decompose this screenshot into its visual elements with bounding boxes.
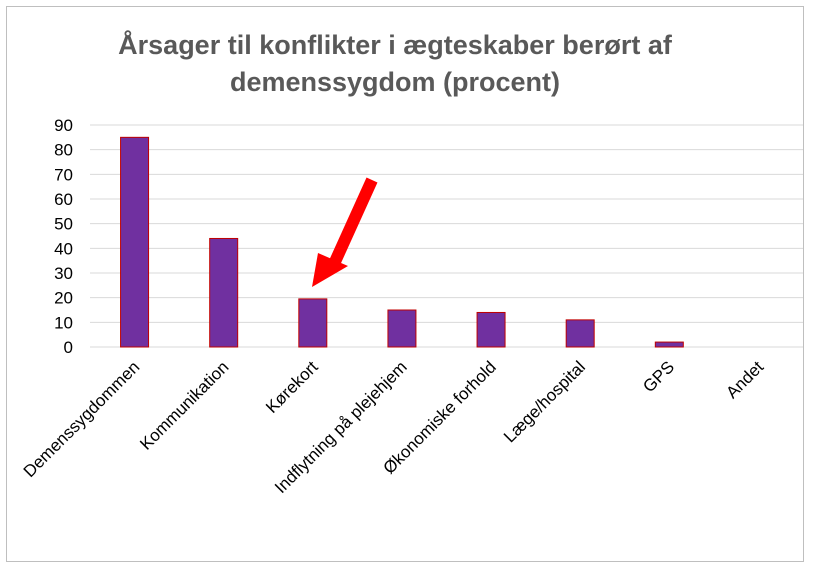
y-tick-label: 90	[54, 116, 73, 135]
bar	[654, 341, 684, 348]
x-category-label: Kørekort	[262, 357, 322, 417]
chart-title: Årsager til konflikter i ægteskaber berø…	[118, 29, 673, 97]
arrow-head	[312, 253, 348, 287]
x-category-label: Kommunikation	[136, 357, 232, 453]
x-category-label: Læge/hospital	[500, 357, 589, 446]
annotation-arrow	[312, 177, 378, 287]
bar	[298, 298, 328, 348]
gridlines	[90, 124, 803, 348]
bar	[120, 136, 150, 348]
bar	[387, 309, 417, 348]
y-axis-ticks: 0 10 20 30 40 50 60 70 80 90	[54, 116, 73, 357]
bar	[565, 319, 595, 348]
y-tick-label: 80	[54, 141, 73, 160]
y-tick-label: 0	[64, 338, 73, 357]
chart-title-line-2: demenssygdom (procent)	[230, 67, 560, 97]
y-tick-label: 30	[54, 264, 73, 283]
y-tick-label: 20	[54, 289, 73, 308]
y-tick-label: 40	[54, 239, 73, 258]
bars	[120, 136, 684, 348]
y-tick-label: 60	[54, 190, 73, 209]
bar	[209, 237, 239, 348]
chart-title-line-1: Årsager til konflikter i ægteskaber berø…	[118, 29, 673, 60]
y-tick-label: 70	[54, 165, 73, 184]
x-category-label: Andet	[722, 357, 767, 402]
y-tick-label: 50	[54, 215, 73, 234]
x-category-label: Demenssygdommen	[20, 357, 144, 481]
x-category-label: GPS	[639, 357, 678, 396]
bar	[476, 311, 506, 348]
arrow-shaft	[328, 177, 378, 267]
y-tick-label: 10	[54, 313, 73, 332]
